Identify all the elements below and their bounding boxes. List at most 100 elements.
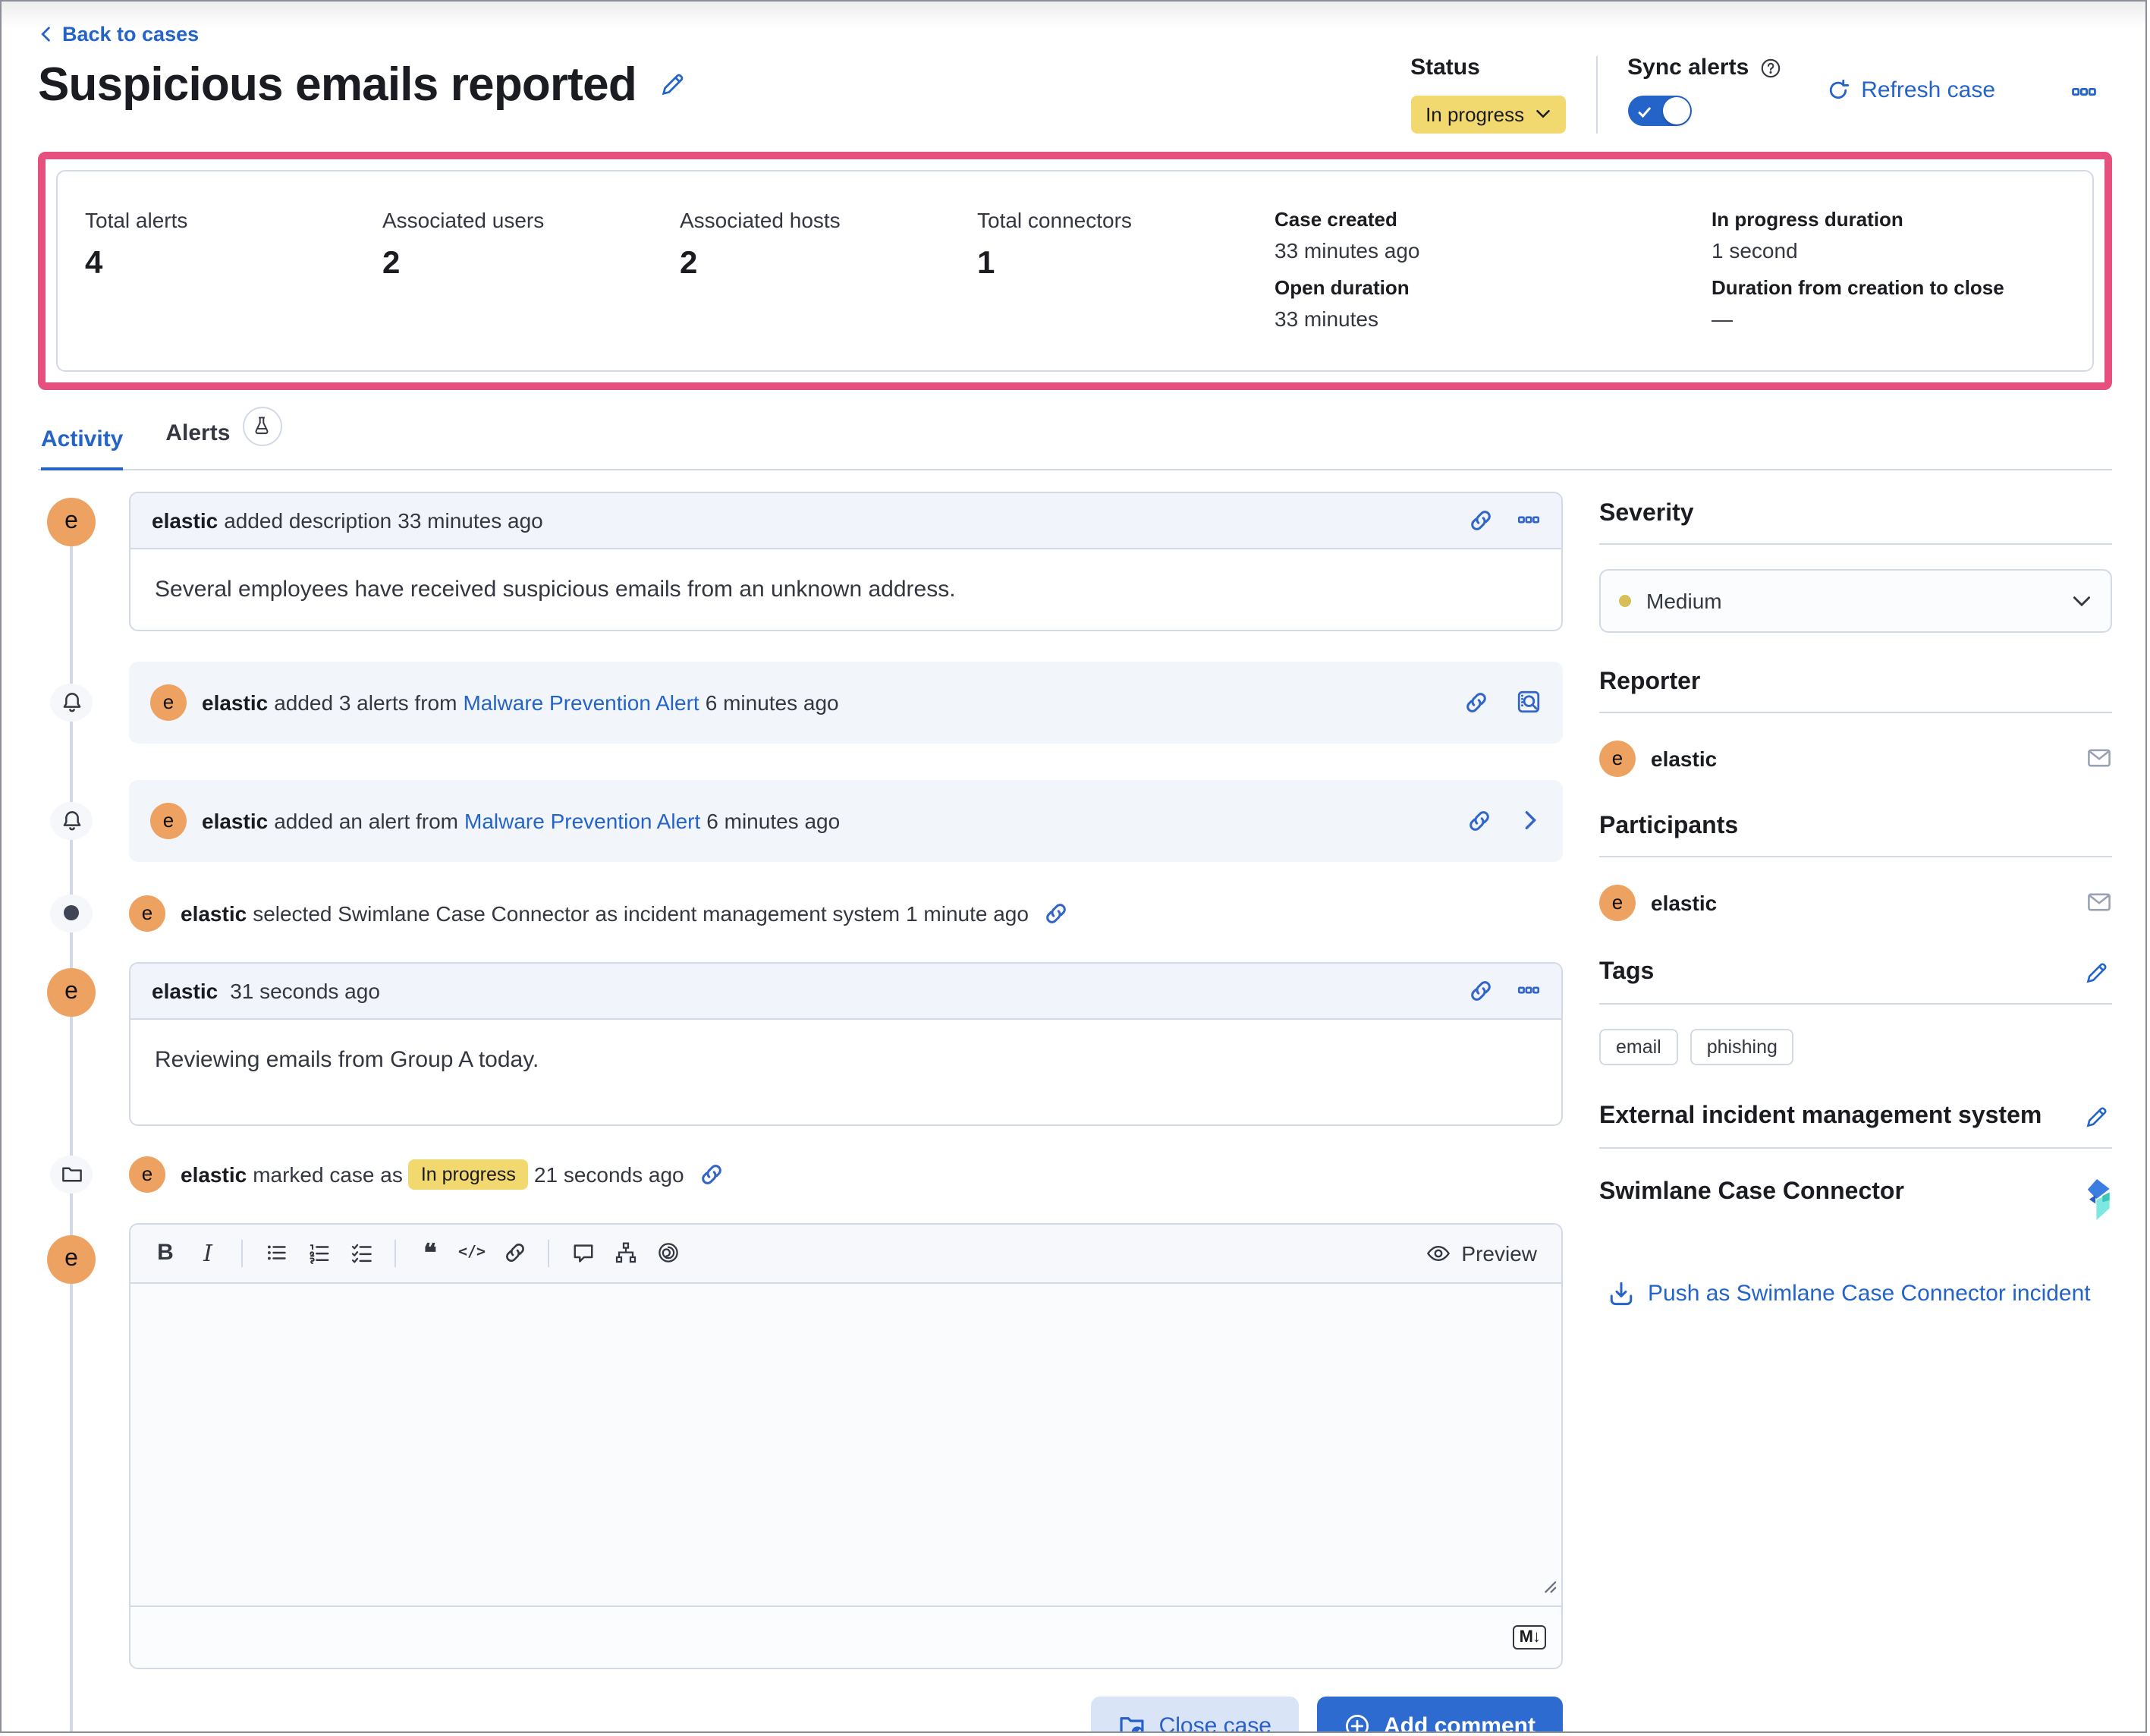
insert-lens-button[interactable] [648,1233,687,1272]
push-incident-link[interactable]: Push as Swimlane Case Connector incident [1599,1278,2100,1307]
investigate-in-timeline-button[interactable] [1516,689,1542,715]
metric-value: 2 [382,245,401,280]
markdown-help-button[interactable]: M↓ [1513,1624,1546,1649]
tab-alerts[interactable]: Alerts [165,406,282,468]
pencil-icon [2086,962,2107,983]
link-icon [1469,810,1489,830]
comment-textarea[interactable] [130,1283,1561,1605]
swimlane-logo-icon [2080,1178,2112,1227]
link-icon [1471,510,1491,530]
sync-alerts-label: Sync alerts [1627,55,1749,80]
unordered-list-button[interactable] [256,1233,296,1272]
metric-detail-value: 1 second [1712,237,1798,262]
comment-text: Reviewing emails from Group A today. [155,1046,539,1072]
copy-link-button[interactable] [1044,901,1068,925]
metric-detail-label: Open duration [1275,275,1410,298]
chevron-down-icon [2073,596,2091,606]
checklist-button[interactable] [341,1233,381,1272]
reporter-name: elastic [1651,746,1718,770]
boxes-horizontal-icon [2072,88,2096,96]
avatar: e [150,802,187,838]
timeline-item-connector-selected: e elastic selected Swimlane Case Connect… [50,892,1563,934]
email-user-button[interactable] [2086,889,2112,915]
header-actions: Status In progress Sync alerts [1410,55,2112,133]
folder-check-icon [1120,1716,1144,1731]
push-import-icon [1610,1281,1633,1305]
chevron-down-icon [1535,110,1549,118]
edit-tags-button[interactable] [2082,957,2112,987]
toolbar-divider [548,1239,549,1266]
help-icon[interactable] [1759,58,1781,80]
avatar-initial: e [1611,891,1624,914]
external-system-section: External incident management system Swim… [1599,1101,2112,1307]
italic-button[interactable]: I [188,1233,228,1272]
severity-section: Severity Medium [1599,500,2112,632]
bold-button[interactable]: B [146,1233,185,1272]
hierarchy-icon [615,1242,636,1263]
copy-link-button[interactable] [1467,808,1491,832]
username: elastic [202,808,269,832]
insert-timeline-button[interactable] [563,1233,602,1272]
sync-alerts-toggle[interactable] [1627,95,1692,125]
event-timestamp: 31 seconds ago [230,978,380,1002]
email-user-button[interactable] [2086,745,2112,771]
code-button[interactable]: </> [452,1233,492,1272]
metric-detail-label: Duration from creation to close [1712,275,2004,298]
pencil-icon [2086,1106,2107,1127]
copy-link-button[interactable] [1469,508,1493,532]
add-comment-button[interactable]: Add comment [1316,1696,1563,1733]
description-text: Several employees have received suspicio… [155,576,956,602]
avatar: e [1599,884,1636,920]
metric-associated-hosts: Associated hosts 2 [680,207,977,336]
back-to-cases-label: Back to cases [62,23,200,46]
toolbar-divider [241,1239,243,1266]
edit-title-button[interactable] [658,68,690,100]
refresh-case-link[interactable]: Refresh case [1826,77,1995,103]
status-dropdown[interactable]: In progress [1410,95,1566,133]
copy-link-button[interactable] [699,1162,724,1186]
reporter-heading: Reporter [1599,668,1701,694]
tab-activity[interactable]: Activity [41,426,124,470]
expand-alert-button[interactable] [1519,809,1542,832]
avatar-initial: e [162,690,174,713]
page-title: Suspicious emails reported [38,58,637,111]
case-tabs: Activity Alerts [38,406,2112,470]
comment-actions-menu-button[interactable] [1517,508,1540,531]
participant-row: e elastic [1599,884,2112,920]
back-to-cases-link[interactable]: Back to cases [38,23,199,46]
comment-actions-menu-button[interactable] [1517,979,1540,1002]
beaker-icon[interactable] [242,406,282,445]
close-case-button[interactable]: Close case [1090,1696,1299,1731]
link-icon [1046,903,1066,923]
preview-button[interactable]: Preview [1417,1239,1546,1266]
timeline-item-comment: e elastic 31 seconds ago [47,961,1563,1125]
metrics-highlight-box: Total alerts 4 Associated users 2 Associ… [38,151,2112,389]
divider [1599,711,2112,712]
alert-rule-link[interactable]: Malware Prevention Alert [463,690,699,714]
resize-handle-icon[interactable] [1540,1573,1557,1600]
metric-associated-users: Associated users 2 [382,207,680,336]
add-comment-label: Add comment [1383,1713,1535,1733]
ordered-list-button[interactable] [299,1233,338,1272]
chevron-left-icon [41,27,50,42]
event-action: marked case as [253,1162,403,1186]
timeline-item-new-comment: e B I [47,1222,1563,1733]
divider [1599,855,2112,857]
quote-button[interactable]: ❝ [410,1233,449,1272]
copy-link-button[interactable] [1469,978,1493,1002]
insert-link-button[interactable] [495,1233,534,1272]
participant-name: elastic [1651,890,1718,914]
copy-link-button[interactable] [1464,690,1488,714]
insert-osquery-button[interactable] [605,1233,645,1272]
case-actions-menu-button[interactable] [2062,77,2106,106]
avatar: e [1599,740,1636,776]
dot-icon [50,894,93,932]
reporter-section: Reporter e elastic [1599,668,2112,776]
edit-connector-button[interactable] [2082,1101,2112,1131]
timeline-item-alerts-added: e elastic added 3 alerts from Malware Pr… [50,661,1563,743]
username: elastic [152,508,218,532]
envelope-icon [2088,893,2111,911]
alert-rule-link[interactable]: Malware Prevention Alert [464,808,701,832]
severity-select[interactable]: Medium [1599,568,2112,632]
